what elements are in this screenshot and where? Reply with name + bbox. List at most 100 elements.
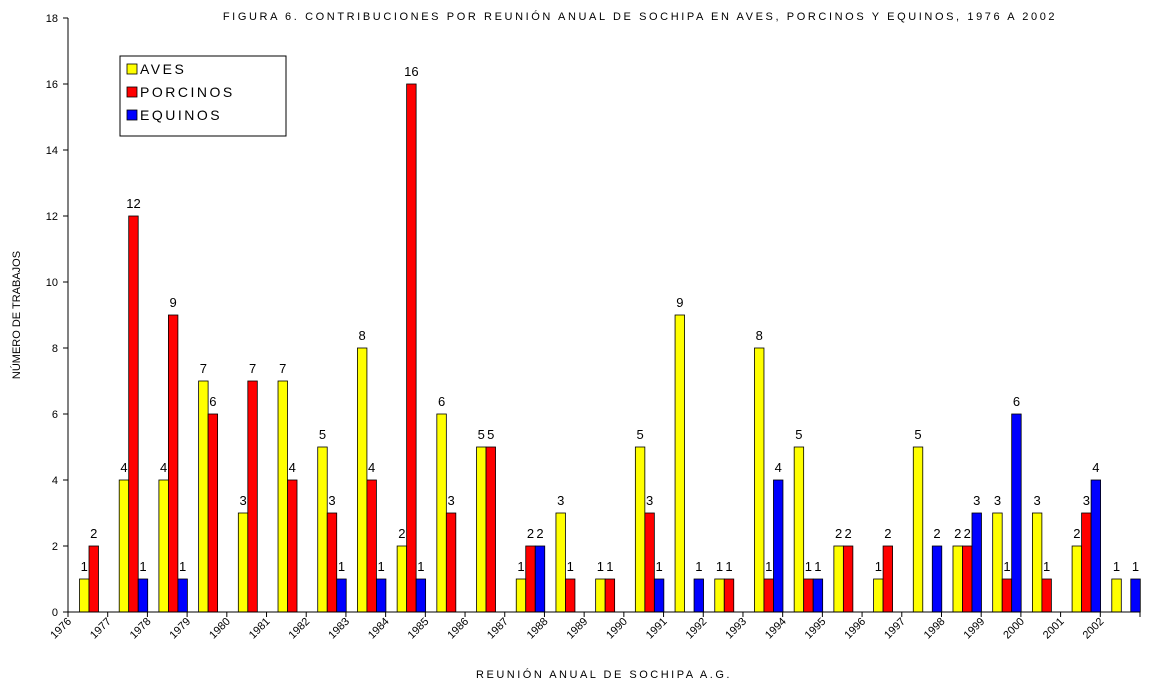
bar [137, 578, 149, 613]
x-tick-label: 1992 [684, 616, 710, 642]
bar [714, 578, 725, 613]
bar [873, 578, 884, 613]
value-label: 7 [200, 361, 207, 376]
bar [485, 446, 496, 613]
legend-swatch [126, 86, 138, 98]
value-label: 7 [279, 361, 286, 376]
y-tick-label: 16 [46, 79, 58, 91]
y-axis-title: NÚMERO DE TRABAJOS [10, 251, 23, 379]
value-label: 3 [239, 493, 246, 508]
value-label: 5 [478, 427, 485, 442]
value-label: 1 [1043, 559, 1050, 574]
bar [476, 446, 487, 613]
bar [634, 446, 646, 613]
bar [971, 512, 982, 613]
x-tick-label: 1991 [644, 616, 670, 642]
x-tick-label: 1980 [207, 616, 233, 642]
value-label: 2 [527, 526, 534, 541]
value-label: 4 [160, 460, 167, 475]
bar [326, 512, 338, 613]
value-label: 3 [557, 493, 564, 508]
bar [317, 446, 328, 613]
bar [357, 347, 368, 613]
bar [366, 479, 377, 613]
bar [1041, 578, 1052, 613]
bar [207, 413, 219, 613]
value-label: 1 [517, 559, 524, 574]
y-tick-label: 14 [46, 145, 58, 157]
value-label: 4 [289, 460, 296, 475]
bar [88, 545, 99, 613]
value-label: 3 [447, 493, 454, 508]
y-tick-label: 2 [52, 541, 58, 553]
bar [555, 512, 566, 613]
bar [277, 380, 288, 613]
value-label: 1 [179, 559, 186, 574]
x-tick-label: 1993 [723, 616, 749, 642]
x-tick-label: 1977 [88, 616, 114, 642]
bar [376, 578, 387, 613]
legend-label: PORCINOS [140, 84, 235, 100]
bar [237, 512, 249, 613]
value-label: 1 [716, 559, 723, 574]
value-label: 2 [1073, 526, 1080, 541]
bar [931, 545, 943, 613]
bar [79, 578, 90, 613]
value-label: 12 [126, 196, 140, 211]
value-label: 2 [835, 526, 842, 541]
value-label: 4 [368, 460, 375, 475]
bar [1081, 512, 1092, 613]
bar [118, 479, 130, 613]
bar [754, 347, 765, 613]
bar [773, 479, 784, 613]
bar [198, 380, 209, 613]
bar [595, 578, 606, 613]
value-label: 1 [338, 559, 345, 574]
bar [912, 446, 924, 613]
value-label: 2 [845, 526, 852, 541]
x-tick-label: 1985 [406, 616, 432, 642]
bar [833, 545, 844, 613]
x-tick-label: 1984 [366, 616, 392, 642]
bar [1011, 413, 1022, 613]
x-tick-label: 2000 [1001, 616, 1027, 642]
value-label: 1 [765, 559, 772, 574]
bar [515, 578, 527, 613]
bar [287, 479, 298, 613]
value-label: 1 [655, 559, 662, 574]
value-label: 6 [1013, 394, 1020, 409]
bar [882, 545, 893, 613]
value-label: 9 [170, 295, 177, 310]
bar [1090, 479, 1101, 613]
value-label: 1 [875, 559, 882, 574]
value-label: 5 [487, 427, 494, 442]
value-label: 6 [438, 394, 445, 409]
value-label: 1 [725, 559, 732, 574]
bar [406, 83, 417, 613]
bar [168, 314, 179, 613]
value-label: 1 [417, 559, 424, 574]
bar [644, 512, 655, 613]
value-label: 2 [964, 526, 971, 541]
bar [177, 578, 188, 613]
bar [1071, 545, 1082, 613]
x-tick-label: 2002 [1081, 616, 1107, 642]
x-tick-label: 1987 [485, 616, 511, 642]
bar [653, 578, 665, 613]
value-label: 16 [404, 64, 418, 79]
bar [565, 578, 576, 613]
value-label: 1 [597, 559, 604, 574]
y-tick-label: 4 [52, 475, 58, 487]
value-label: 2 [933, 526, 940, 541]
value-label: 5 [914, 427, 921, 442]
bar [723, 578, 735, 613]
value-label: 5 [636, 427, 643, 442]
x-tick-label: 1996 [842, 616, 868, 642]
value-label: 6 [209, 394, 216, 409]
bar [415, 578, 427, 613]
bar [1111, 578, 1122, 613]
x-tick-label: 1982 [287, 616, 313, 642]
value-label: 1 [606, 559, 613, 574]
value-label: 3 [1083, 493, 1090, 508]
